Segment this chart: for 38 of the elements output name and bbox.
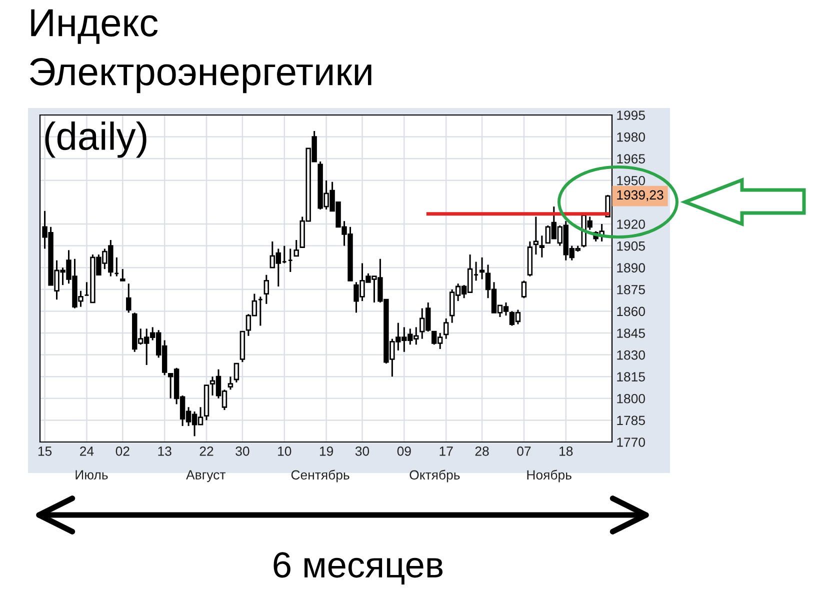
y-tick-label: 1980 xyxy=(617,132,646,142)
x-tick-label: 15 xyxy=(38,446,52,456)
x-tick-label: 17 xyxy=(440,446,453,456)
text: 6 месяцев xyxy=(274,552,443,585)
x-tick-label: 24 xyxy=(80,446,94,456)
x-tick-label: 10 xyxy=(278,446,292,456)
x-tick-label: 18 xyxy=(560,446,573,456)
y-tick-label: 1785 xyxy=(617,416,645,426)
text: Октябрь xyxy=(410,470,460,482)
y-tick-label: 1950 xyxy=(617,176,646,186)
x-tick-label: 30 xyxy=(355,446,370,456)
x-tick-label: 19 xyxy=(320,446,334,456)
y-tick-label: 1770 xyxy=(617,438,646,447)
text: Август xyxy=(186,470,226,482)
y-tick-label: 1875 xyxy=(617,284,645,294)
text: Июль xyxy=(76,470,108,480)
y-tick-label: 1965 xyxy=(617,154,645,164)
y-tick-label: 1905 xyxy=(617,241,645,251)
text: 1939,23 xyxy=(617,190,664,202)
x-tick-label: 28 xyxy=(475,446,489,456)
y-tick-label: 1830 xyxy=(617,350,646,360)
y-tick-label: 1890 xyxy=(617,263,646,273)
y-tick-label: 1920 xyxy=(617,220,646,229)
x-tick-label: 13 xyxy=(158,446,172,456)
y-tick-label: 1815 xyxy=(617,372,645,382)
y-tick-label: 1845 xyxy=(617,328,645,338)
chart-title: Индекс Электроэнергетики xyxy=(30,9,372,94)
x-tick-label: 02 xyxy=(116,446,130,456)
x-tick-label: 22 xyxy=(200,446,214,456)
y-tick-label: 1800 xyxy=(617,394,646,404)
x-tick-label: 09 xyxy=(397,446,411,456)
text: Сентябрь xyxy=(291,470,350,482)
chart-subtitle: (daily) xyxy=(45,122,146,158)
y-tick-label: 1995 xyxy=(617,110,645,120)
y-tick-label: 1860 xyxy=(617,306,646,316)
x-tick-label: 30 xyxy=(236,446,250,456)
text: Ноябрь xyxy=(527,470,572,482)
x-tick-label: 07 xyxy=(517,446,531,456)
